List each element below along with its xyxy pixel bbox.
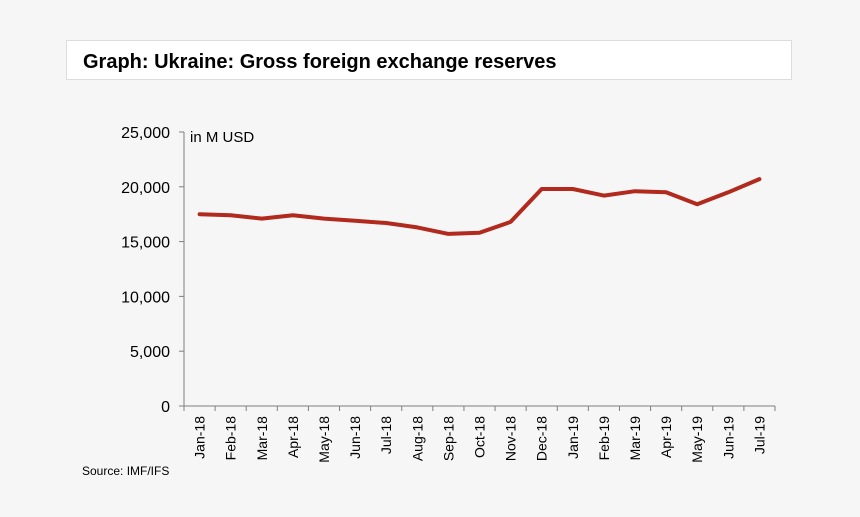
source-note: Source: IMF/IFS [82, 464, 170, 478]
data-point [540, 187, 544, 191]
x-tick-label: Apr-18 [285, 416, 301, 458]
data-point [415, 225, 419, 229]
y-tick-label: 20,000 [121, 180, 170, 197]
data-point [571, 187, 575, 191]
data-point [229, 213, 233, 217]
x-tick-label: Oct-18 [472, 416, 488, 458]
x-tick-label: Feb-19 [596, 416, 612, 461]
x-tick-label: Mar-19 [627, 416, 643, 461]
x-tick-label: Jun-18 [347, 416, 363, 459]
title-box: Graph: Ukraine: Gross foreign exchange r… [66, 40, 792, 80]
data-point [664, 190, 668, 194]
data-point [198, 212, 202, 216]
data-point [757, 177, 761, 181]
x-tick-label: Jun-19 [720, 416, 736, 459]
x-tick-label: Aug-18 [409, 416, 425, 461]
series-line [197, 177, 762, 236]
data-point [478, 231, 481, 235]
data-point [633, 189, 637, 193]
x-tick-label: Sep-18 [440, 416, 456, 461]
y-tick-label: 15,000 [121, 235, 170, 252]
data-point [602, 194, 606, 198]
y-axis-label: in M USD [190, 129, 254, 146]
x-tick-label: Mar-18 [254, 416, 270, 461]
data-point [446, 232, 450, 236]
data-point [384, 221, 388, 225]
data-point [260, 217, 264, 221]
x-tick-label: May-18 [316, 416, 332, 463]
x-tick-label: Apr-19 [658, 416, 674, 458]
y-tick-label: 10,000 [121, 289, 170, 306]
x-tick-label: Dec-18 [534, 416, 550, 461]
y-tick-label: 0 [161, 399, 170, 416]
data-point [695, 202, 699, 206]
data-point [291, 213, 295, 217]
x-tick-label: Feb-18 [223, 416, 239, 461]
data-point [353, 219, 357, 223]
x-tick-label: Nov-18 [503, 416, 519, 461]
x-tick-label: Jul-19 [751, 416, 767, 454]
data-point [726, 190, 730, 194]
x-tick-label: Jan-19 [565, 416, 581, 459]
x-tick-label: Jan-18 [192, 416, 208, 459]
chart-title: Graph: Ukraine: Gross foreign exchange r… [83, 51, 557, 73]
y-tick-label: 5,000 [130, 344, 170, 361]
data-point [509, 220, 513, 224]
data-point [322, 217, 326, 221]
x-tick-label: Jul-18 [378, 416, 394, 454]
x-tick-label: May-19 [689, 416, 705, 463]
y-tick-label: 25,000 [121, 125, 170, 142]
